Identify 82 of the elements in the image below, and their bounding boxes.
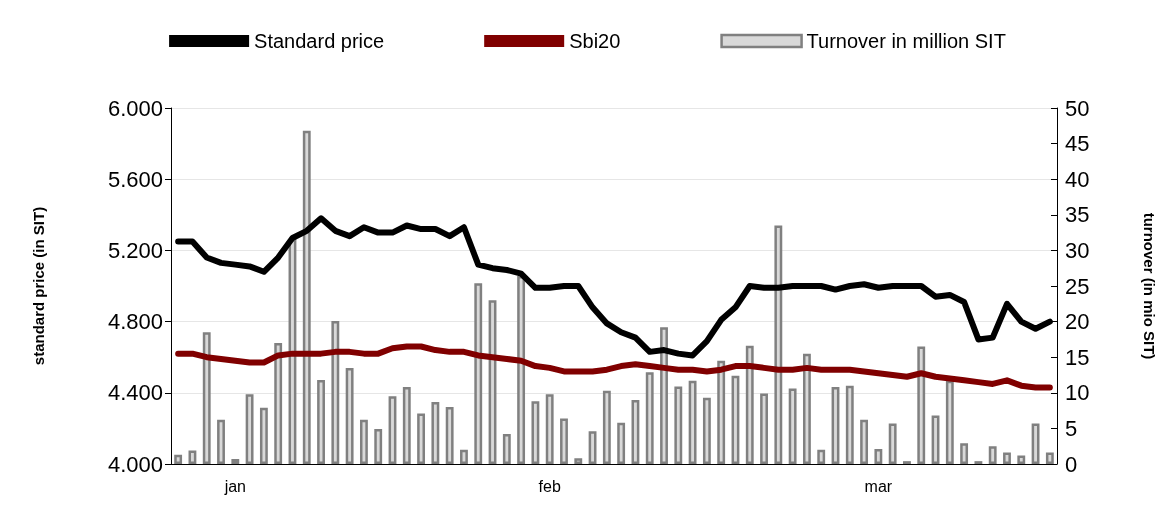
bar — [417, 413, 426, 464]
bar — [202, 332, 211, 464]
bar — [259, 407, 268, 464]
bar — [217, 419, 225, 464]
bar — [1031, 423, 1040, 464]
bar — [702, 397, 711, 464]
legend-label: Standard price — [254, 30, 385, 52]
bar — [674, 386, 683, 464]
y2-tick-label: 25 — [1065, 273, 1090, 299]
bar — [274, 342, 283, 464]
bar — [460, 449, 468, 464]
bar — [931, 415, 940, 464]
y-tick-label: 4.000 — [107, 451, 163, 477]
bar — [802, 353, 811, 464]
bar — [845, 385, 854, 464]
bar — [717, 360, 726, 464]
bar — [474, 283, 483, 464]
bar — [631, 399, 640, 464]
bar — [817, 449, 826, 464]
bar — [431, 402, 440, 464]
bar — [359, 419, 368, 464]
bar — [374, 429, 383, 464]
x-tick-label: jan — [223, 477, 246, 495]
bar — [888, 423, 897, 464]
bar — [345, 367, 354, 464]
bar — [1003, 452, 1011, 464]
y2-tick-label: 10 — [1065, 380, 1090, 406]
bar — [302, 130, 311, 464]
bar — [945, 380, 954, 464]
bar — [1045, 452, 1054, 464]
y2-tick-label: 40 — [1065, 166, 1090, 192]
bar — [545, 394, 554, 464]
y2-axis-title: turnover (in mio SIT) — [1141, 212, 1158, 360]
y2-tick-label: 15 — [1065, 344, 1090, 370]
y2-tick-label: 20 — [1065, 309, 1090, 335]
y2-tick-label: 45 — [1065, 131, 1090, 157]
bar — [617, 422, 626, 464]
y-axis-title: standard price (in SIT) — [30, 206, 47, 366]
bar — [788, 388, 797, 464]
bar — [874, 449, 883, 464]
bar — [688, 380, 697, 464]
bar — [402, 387, 411, 464]
y-tick-label: 5.200 — [107, 237, 163, 263]
bar — [388, 396, 397, 464]
bar — [860, 419, 869, 464]
bar — [174, 454, 183, 464]
y-tick-label: 5.600 — [107, 166, 163, 192]
bar — [231, 459, 240, 464]
y2-tick-label: 30 — [1065, 237, 1090, 263]
bar — [960, 443, 969, 464]
y-tick-label: 4.400 — [107, 380, 163, 406]
bar — [588, 431, 597, 464]
y2-tick-label: 35 — [1065, 202, 1090, 228]
y2-tick-label: 0 — [1065, 451, 1078, 477]
bar — [531, 401, 540, 464]
bar — [602, 390, 611, 464]
bar — [988, 446, 997, 464]
y-tick-label: 6.000 — [107, 95, 163, 121]
bar — [317, 379, 325, 464]
legend-label: Sbi20 — [569, 30, 621, 52]
y2-tick-label: 5 — [1065, 415, 1078, 441]
x-tick-label: feb — [538, 477, 561, 495]
bar — [645, 372, 654, 464]
legend-label: Turnover in million SIT — [806, 30, 1006, 52]
y2-tick-label: 50 — [1065, 95, 1090, 121]
y-tick-label: 4.800 — [107, 309, 163, 335]
bar — [760, 393, 768, 464]
bar — [331, 320, 340, 464]
bar — [502, 434, 511, 464]
bar — [517, 276, 526, 464]
bar — [831, 387, 840, 464]
bar — [774, 225, 783, 464]
bar — [560, 418, 568, 464]
bar — [245, 394, 254, 464]
bar — [745, 345, 754, 464]
bar — [1017, 455, 1026, 464]
bar — [445, 407, 454, 464]
bar — [917, 346, 926, 464]
x-tick-label: mar — [864, 477, 893, 495]
bar — [574, 458, 583, 464]
bar — [188, 450, 197, 464]
bar — [731, 375, 740, 464]
